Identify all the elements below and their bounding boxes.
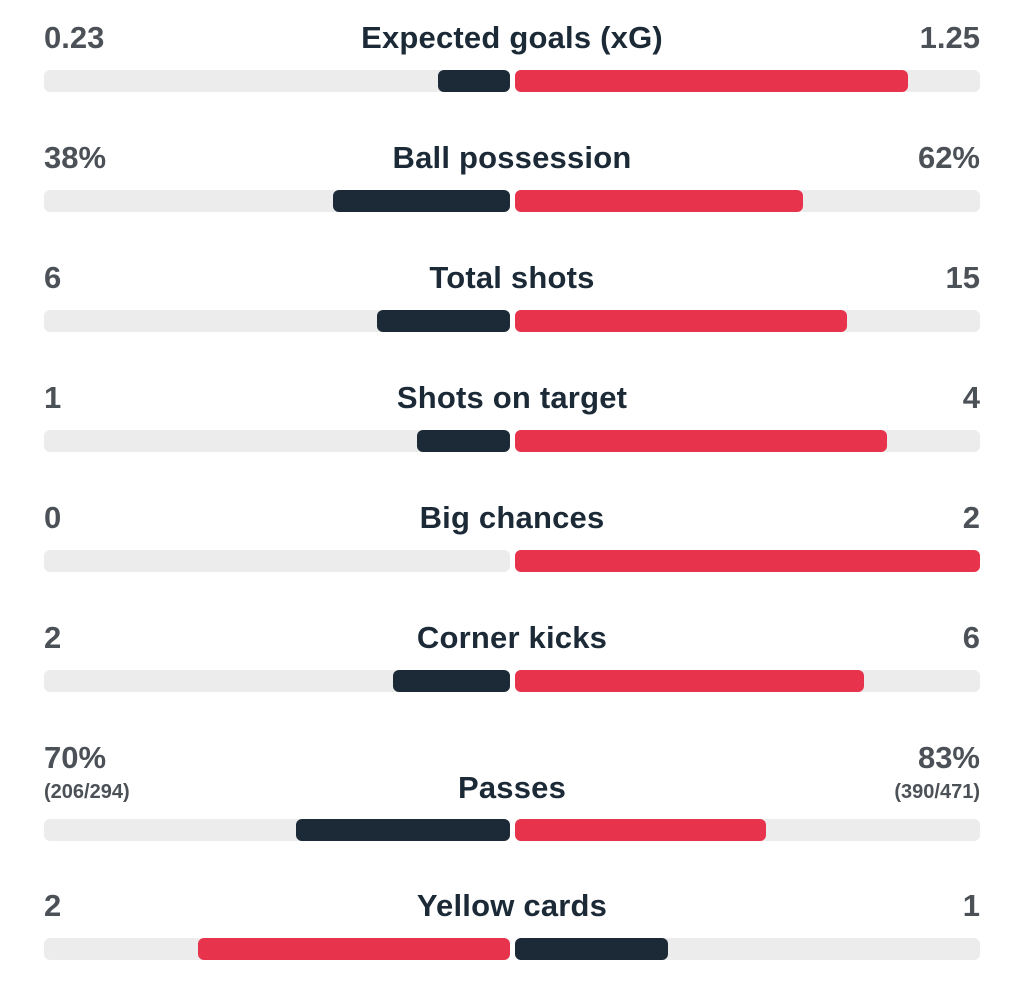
away-value: 15 [945, 260, 980, 295]
home-bar-fill [296, 819, 510, 841]
home-value: 0 [44, 500, 62, 535]
home-sub-value: (206/294) [44, 781, 130, 803]
stat-label: Ball possession [392, 140, 632, 175]
home-value: 0.23 [44, 20, 105, 55]
home-bar-track [44, 550, 510, 572]
stat-header: 2 Yellow cards 1 [44, 868, 980, 928]
stat-header: 0 Big chances 2 [44, 480, 980, 540]
away-bar-fill [515, 819, 766, 841]
stat-bars [44, 550, 980, 572]
stat-bars [44, 938, 980, 960]
stat-header: 70% Passes 83% (206/294) (390/471) [44, 720, 980, 805]
home-bar-fill [198, 938, 510, 960]
away-bar-fill [515, 430, 887, 452]
home-bar-track [44, 310, 510, 332]
away-bar-track [515, 550, 980, 572]
stat-row-ball-possession: 38% Ball possession 62% [0, 120, 1024, 230]
away-bar-fill [515, 70, 908, 92]
away-value: 83% [917, 740, 980, 775]
stat-label: Expected goals (xG) [361, 20, 663, 55]
stat-header: 1 Shots on target 4 [44, 360, 980, 420]
stat-label: Big chances [419, 500, 605, 535]
away-bar-fill [515, 550, 980, 572]
away-bar-track [515, 310, 980, 332]
stat-header: 0.23 Expected goals (xG) 1.25 [44, 0, 980, 60]
home-bar-track [44, 190, 510, 212]
away-bar-track [515, 938, 980, 960]
away-sub-value: (390/471) [894, 781, 980, 803]
stat-bars [44, 190, 980, 212]
stat-label: Total shots [429, 260, 595, 295]
stat-row-passes: 70% Passes 83% (206/294) (390/471) [0, 720, 1024, 841]
away-bar-track [515, 430, 980, 452]
stat-label: Corner kicks [416, 620, 608, 655]
home-bar-track [44, 670, 510, 692]
home-value: 2 [44, 888, 62, 923]
away-bar-fill [515, 670, 864, 692]
stat-row-yellow-cards: 2 Yellow cards 1 [0, 868, 1024, 978]
stat-bars [44, 70, 980, 92]
home-bar-fill [377, 310, 510, 332]
away-bar-track [515, 670, 980, 692]
home-value: 38% [44, 140, 107, 175]
home-bar-fill [393, 670, 510, 692]
stat-bars [44, 310, 980, 332]
away-value: 2 [962, 500, 980, 535]
away-value: 62% [917, 140, 980, 175]
home-value: 6 [44, 260, 62, 295]
away-bar-track [515, 70, 980, 92]
home-value: 1 [44, 380, 62, 415]
away-value: 4 [962, 380, 980, 415]
away-bar-track [515, 819, 980, 841]
stat-header: 6 Total shots 15 [44, 240, 980, 300]
away-value: 1.25 [919, 20, 980, 55]
stat-bars [44, 819, 980, 841]
home-value: 2 [44, 620, 62, 655]
stat-row-corner-kicks: 2 Corner kicks 6 [0, 600, 1024, 710]
home-bar-fill [438, 70, 510, 92]
stat-bars [44, 670, 980, 692]
home-bar-fill [417, 430, 510, 452]
stat-row-expected-goals: 0.23 Expected goals (xG) 1.25 [0, 0, 1024, 110]
stat-row-big-chances: 0 Big chances 2 [0, 480, 1024, 590]
home-bar-track [44, 819, 510, 841]
stat-header: 2 Corner kicks 6 [44, 600, 980, 660]
away-bar-fill [515, 938, 668, 960]
home-bar-fill [333, 190, 510, 212]
stat-row-shots-on-target: 1 Shots on target 4 [0, 360, 1024, 470]
home-bar-track [44, 938, 510, 960]
stat-label: Passes [457, 770, 567, 805]
stat-label: Yellow cards [416, 888, 608, 923]
away-value: 6 [962, 620, 980, 655]
away-bar-fill [515, 190, 803, 212]
away-value: 1 [962, 888, 980, 923]
stat-bars [44, 430, 980, 452]
home-value: 70% [44, 740, 107, 775]
stat-row-total-shots: 6 Total shots 15 [0, 240, 1024, 350]
stat-header: 38% Ball possession 62% [44, 120, 980, 180]
away-bar-fill [515, 310, 847, 332]
stat-label: Shots on target [396, 380, 628, 415]
home-bar-track [44, 430, 510, 452]
home-bar-track [44, 70, 510, 92]
away-bar-track [515, 190, 980, 212]
